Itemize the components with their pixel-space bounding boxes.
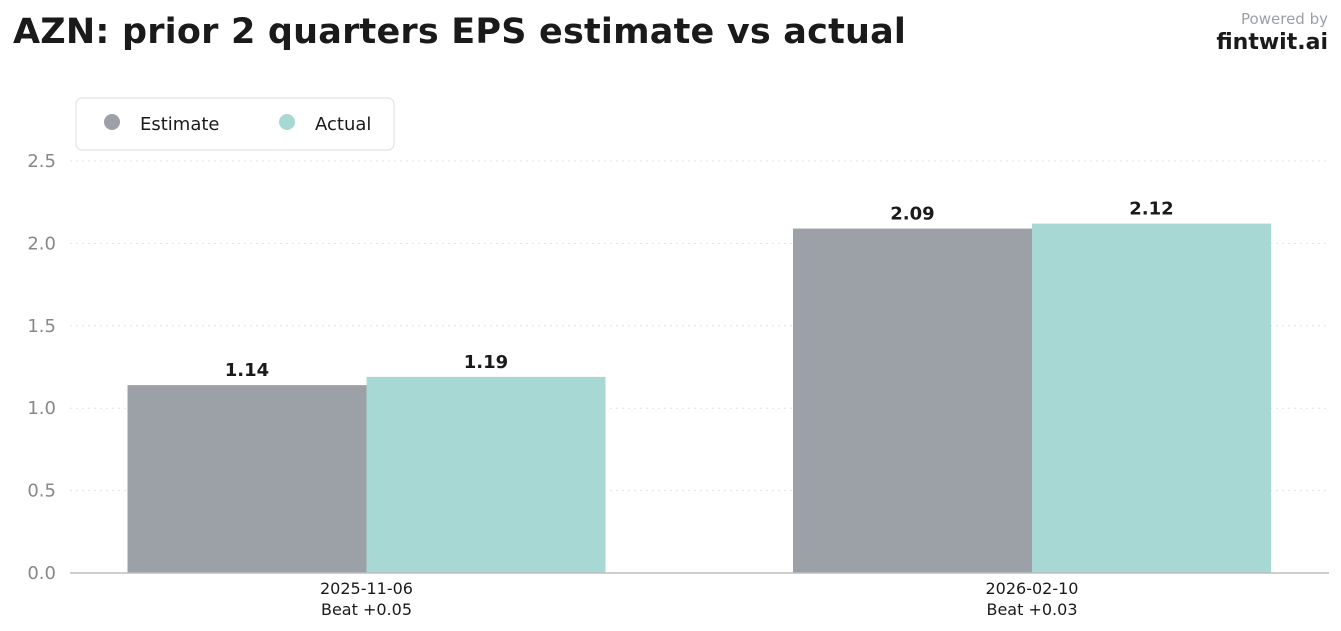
- legend-marker-estimate: [104, 114, 120, 130]
- y-tick-label: 1.0: [27, 398, 56, 419]
- data-label: 2.12: [1129, 199, 1173, 220]
- data-label: 1.14: [225, 360, 269, 381]
- y-tick-label: 0.0: [27, 563, 56, 584]
- y-tick-label: 0.5: [27, 481, 56, 502]
- brand-name: fintwit.ai: [1216, 30, 1328, 55]
- legend: Estimate Actual: [75, 97, 395, 151]
- brand-block: Powered by fintwit.ai: [1216, 10, 1328, 55]
- y-tick-label: 1.5: [27, 316, 56, 337]
- legend-label-estimate: Estimate: [140, 114, 220, 135]
- bars: 1.14 1.19 2.09 2.12: [127, 199, 1271, 573]
- chart-title: AZN: prior 2 quarters EPS estimate vs ac…: [13, 12, 907, 52]
- y-axis: 0.0 0.5 1.0 1.5 2.0 2.5: [27, 151, 56, 584]
- powered-by-label: Powered by: [1241, 10, 1328, 28]
- x-tick-label: 2026-02-10: [986, 579, 1079, 598]
- bar-actual: [366, 376, 606, 573]
- legend-box: [75, 97, 395, 151]
- bar-actual: [1032, 223, 1271, 573]
- x-tick-label: 2025-11-06: [320, 579, 413, 598]
- legend-label-actual: Actual: [315, 114, 371, 135]
- data-label: 1.19: [464, 352, 508, 373]
- x-tick-note: Beat +0.03: [986, 600, 1077, 619]
- y-tick-label: 2.0: [27, 233, 56, 254]
- data-label: 2.09: [890, 204, 934, 225]
- bar-estimate: [127, 385, 367, 573]
- x-tick-note: Beat +0.05: [321, 600, 412, 619]
- x-axis: 2025-11-06 Beat +0.05 2026-02-10 Beat +0.03: [70, 572, 1329, 619]
- bar-estimate: [793, 228, 1032, 573]
- legend-marker-actual: [279, 114, 295, 130]
- y-tick-label: 2.5: [27, 151, 56, 172]
